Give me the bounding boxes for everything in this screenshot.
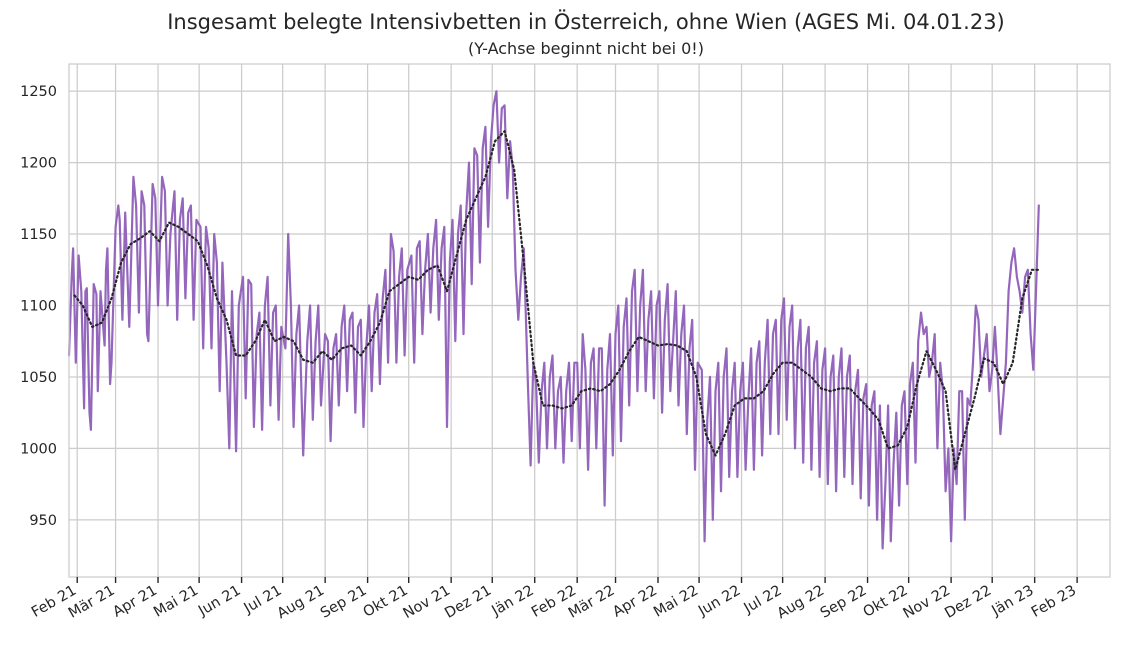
x-tick-label: Apr 21 (110, 583, 160, 621)
y-tick-label: 1000 (20, 441, 57, 457)
x-tick-label: Jän 22 (489, 583, 537, 620)
x-tick-label: Mai 21 (151, 583, 201, 621)
x-tick-label: Apr 22 (610, 583, 660, 621)
x-tick-label: Jun 21 (195, 583, 243, 620)
y-tick-label: 1200 (20, 156, 57, 172)
x-tick-label: Mai 22 (651, 583, 701, 621)
chart-title: Insgesamt belegte Intensivbetten in Öste… (167, 10, 1005, 34)
data-lines (67, 90, 1040, 550)
x-tick-label: Jän 23 (988, 583, 1036, 620)
plot-background (69, 64, 1110, 577)
x-tick-label: Jun 22 (695, 583, 743, 620)
x-tick-label: Feb 23 (1029, 583, 1079, 621)
x-tick-label: Aug 21 (275, 583, 327, 623)
y-tick-label: 1100 (20, 298, 57, 314)
x-tick-label: Dez 21 (442, 583, 494, 622)
series-line-solid (67, 90, 1040, 550)
x-tick-label: Okt 21 (361, 583, 411, 621)
x-tick-label: Okt 22 (861, 583, 911, 621)
x-tick-label: Aug 22 (775, 583, 827, 623)
x-tick-label: Dez 22 (942, 583, 994, 622)
series-line-dotted (73, 130, 1040, 471)
chart-subtitle: (Y-Achse beginnt nicht bei 0!) (468, 39, 704, 58)
x-tick-label: Nov 22 (901, 583, 953, 623)
x-tick-label: Nov 21 (401, 583, 453, 623)
plot-frame (68, 63, 1111, 578)
y-tick-label: 1150 (20, 227, 57, 243)
y-tick-label: 950 (29, 513, 57, 529)
y-tick-label: 1250 (20, 84, 57, 100)
x-tick-label: Sep 22 (818, 583, 870, 622)
y-tick-label: 1050 (20, 370, 57, 386)
x-tick-label: Sep 21 (318, 583, 370, 622)
